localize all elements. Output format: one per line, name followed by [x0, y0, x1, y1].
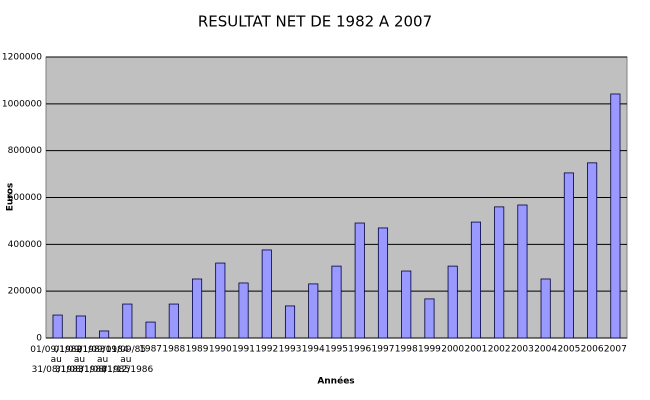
- x-tick-label: 2002: [488, 345, 511, 355]
- bar: [447, 265, 458, 339]
- bar: [261, 249, 272, 339]
- y-tick-label: 1200000: [2, 53, 42, 63]
- x-tick-label: 1988: [162, 345, 185, 355]
- bar: [377, 227, 389, 339]
- bar: [145, 321, 156, 339]
- x-tick-label: 1992: [255, 345, 278, 355]
- bar: [99, 330, 110, 339]
- bar: [517, 204, 528, 339]
- x-tick-label: 1994: [302, 345, 325, 355]
- x-tick-label: 1995: [325, 345, 348, 355]
- bar: [308, 283, 319, 339]
- y-tick-label: 0: [36, 334, 42, 344]
- bar: [610, 93, 621, 339]
- bar: [192, 278, 203, 339]
- x-tick-label: 1998: [395, 345, 418, 355]
- x-tick-label: 1993: [279, 345, 302, 355]
- x-tick-label: 1991: [232, 345, 255, 355]
- y-tick-label: 400000: [8, 240, 43, 250]
- y-tick-label: 600000: [8, 193, 43, 203]
- bar: [122, 303, 133, 339]
- x-tick-label: 01/09/1984 au 31/08/1985: [77, 345, 132, 375]
- x-tick-label: 2004: [534, 345, 557, 355]
- x-axis-title: Années: [317, 376, 354, 387]
- y-axis-title: Euros: [6, 183, 16, 212]
- x-tick-label: 2006: [581, 345, 604, 355]
- bar: [494, 206, 505, 339]
- chart-title: RESULTAT NET DE 1982 A 2007: [198, 13, 432, 31]
- bar: [354, 222, 365, 339]
- bar: [401, 270, 412, 339]
- bar: [470, 221, 481, 339]
- bar: [331, 265, 342, 339]
- x-tick-label: 2003: [511, 345, 534, 355]
- y-tick-label: 200000: [8, 287, 43, 297]
- bar: [424, 298, 435, 339]
- bar: [52, 314, 63, 339]
- x-tick-label: 1987: [139, 345, 162, 355]
- y-tick-label: 800000: [8, 146, 43, 156]
- bar: [284, 305, 296, 339]
- bar: [238, 282, 249, 339]
- x-tick-label: 01/09/1982 au 31/08/1983: [30, 345, 85, 375]
- x-tick-label: 1989: [186, 345, 209, 355]
- bar: [215, 262, 226, 339]
- y-tick-label: 1000000: [2, 99, 42, 109]
- x-tick-label: 1997: [372, 345, 395, 355]
- x-tick-label: 1990: [209, 345, 232, 355]
- x-tick-label: 1999: [418, 345, 441, 355]
- x-tick-label: 2005: [557, 345, 580, 355]
- bar: [168, 303, 179, 339]
- bar: [540, 278, 551, 339]
- x-tick-label: 2007: [604, 345, 627, 355]
- bar: [75, 315, 86, 339]
- bar: [563, 172, 574, 339]
- x-tick-label: 01/09/85 au 31/12/1986: [101, 345, 153, 375]
- x-tick-label: 1996: [348, 345, 371, 355]
- x-tick-label: 01/09/1983 au 31/08/1984: [53, 345, 108, 375]
- x-tick-label: 2000: [441, 345, 464, 355]
- x-tick-label: 2001: [464, 345, 487, 355]
- bar: [587, 162, 598, 339]
